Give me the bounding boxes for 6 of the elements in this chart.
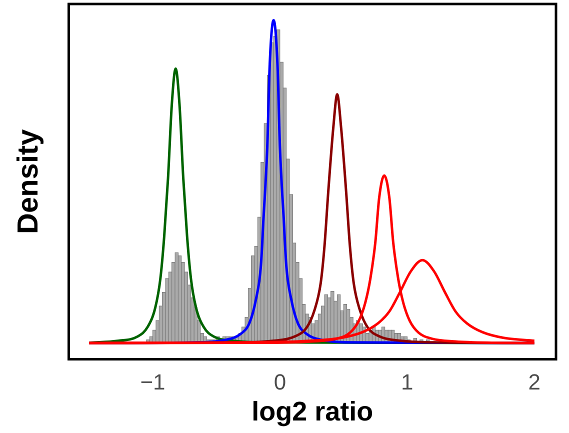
x-axis-title: log2 ratio: [252, 396, 374, 426]
x-tick-label: 2: [528, 369, 540, 394]
y-axis-title: Density: [12, 129, 44, 234]
x-tick-label: −1: [140, 369, 166, 394]
x-tick-label: 0: [274, 369, 286, 394]
x-tick-label: 1: [401, 369, 414, 394]
